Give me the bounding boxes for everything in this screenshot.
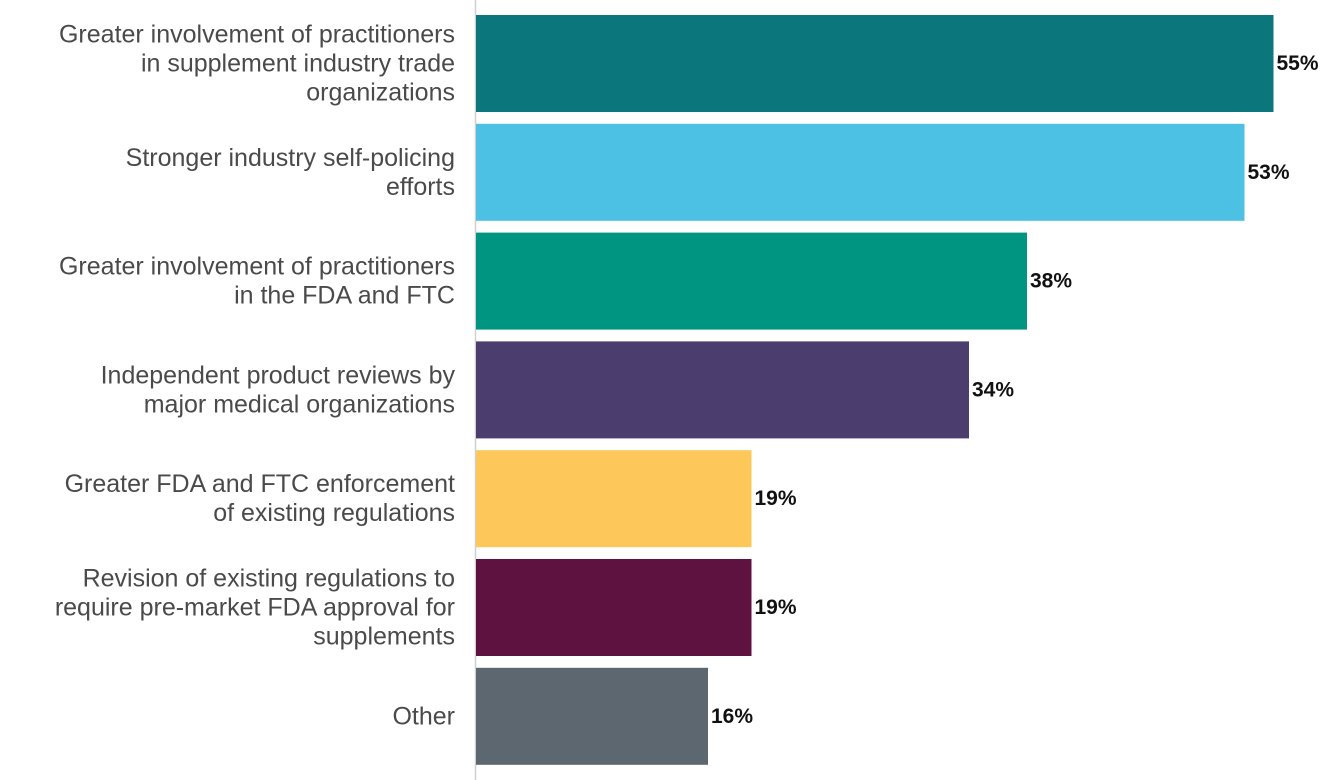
bar-6 (476, 559, 752, 656)
category-label-1-line-2: in supplement industry trade (141, 50, 455, 78)
value-label-7: 16% (711, 705, 753, 728)
category-label-1-line-1: Greater involvement of practitioners (59, 21, 455, 49)
category-label-6-line-2: require pre-market FDA approval for (55, 594, 455, 622)
bar-3 (476, 232, 1027, 330)
value-label-2: 53% (1248, 161, 1290, 184)
value-label-4: 34% (972, 378, 1014, 401)
bar-2 (476, 123, 1245, 221)
category-label-4-line-2: major medical organizations (144, 390, 455, 418)
category-label-1-line-3: organizations (306, 79, 455, 107)
category-label-7-line-1: Other (392, 702, 455, 730)
bar-1 (476, 15, 1274, 112)
value-label-1: 55% (1277, 52, 1319, 75)
bar-5 (476, 450, 752, 548)
category-label-2-line-1: Stronger industry self-policing (126, 144, 455, 172)
category-label-2-line-2: efforts (386, 173, 455, 201)
category-label-5-line-1: Greater FDA and FTC enforcement (65, 470, 455, 498)
category-label-6-line-3: supplements (313, 623, 455, 651)
value-label-3: 38% (1030, 270, 1072, 293)
bar-4 (476, 341, 969, 439)
value-label-6: 19% (755, 596, 797, 619)
category-label-6-line-1: Revision of existing regulations to (83, 565, 455, 593)
value-label-5: 19% (755, 487, 797, 510)
bar-7 (476, 667, 708, 765)
category-label-5-line-2: of existing regulations (213, 499, 455, 527)
category-label-3-line-1: Greater involvement of practitioners (59, 253, 455, 281)
category-label-4-line-1: Independent product reviews by (101, 361, 456, 389)
category-label-3-line-2: in the FDA and FTC (234, 282, 455, 310)
bars-group (476, 15, 1274, 765)
value-labels-group: 55% 53% 38% 34% 19% 19% 16% (711, 52, 1319, 728)
